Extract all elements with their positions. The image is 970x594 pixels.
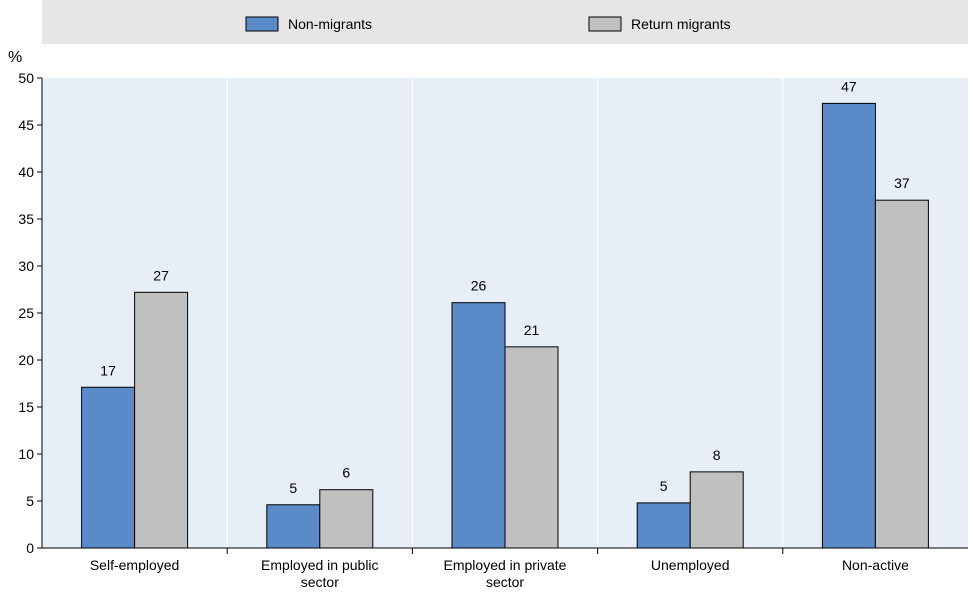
y-tick-label: 15	[18, 399, 34, 415]
legend-swatch	[245, 16, 279, 32]
data-label: 27	[153, 267, 169, 283]
data-label: 26	[471, 278, 487, 294]
x-tick-label: Unemployed	[651, 557, 730, 573]
data-label: 8	[713, 447, 721, 463]
bar	[636, 502, 691, 549]
bar	[319, 489, 374, 549]
bar	[504, 346, 559, 549]
bar	[821, 102, 876, 549]
x-tick-label: Employed in public	[261, 557, 379, 573]
x-tick-label: Non-active	[842, 557, 909, 573]
y-tick-label: 45	[18, 117, 34, 133]
legend-label: Non-migrants	[288, 16, 372, 32]
bars: 17 27 5 6 26 21 5 8 47 37	[81, 78, 929, 549]
y-axis-unit: %	[8, 49, 22, 66]
y-tick-label: 25	[18, 305, 34, 321]
data-label: 37	[894, 175, 910, 191]
bar	[134, 291, 189, 549]
data-label: 21	[524, 322, 540, 338]
y-axis: 0 5 10 15 20 25 30 35 40 45 50	[18, 70, 43, 556]
legend-band	[42, 0, 968, 44]
bar	[81, 386, 136, 549]
data-label: 47	[841, 78, 857, 94]
bar	[266, 504, 321, 549]
y-tick-label: 40	[18, 164, 34, 180]
y-tick-label: 10	[18, 446, 34, 462]
data-label: 6	[342, 465, 350, 481]
grid	[226, 78, 784, 548]
y-tick-label: 30	[18, 258, 34, 274]
legend: Non-migrants Return migrants	[245, 16, 731, 32]
legend-swatch	[588, 16, 622, 32]
data-label: 5	[660, 478, 668, 494]
data-label: 5	[289, 480, 297, 496]
y-tick-label: 20	[18, 352, 34, 368]
legend-label: Return migrants	[631, 16, 731, 32]
y-tick-label: 35	[18, 211, 34, 227]
x-axis: Self-employed Employed in publicsectorEmp…	[42, 547, 968, 590]
x-tick-label: sector	[301, 574, 339, 590]
x-tick-label: sector	[486, 574, 524, 590]
y-tick-label: 5	[26, 493, 34, 509]
bar	[689, 471, 744, 549]
x-tick-label: Employed in private	[444, 557, 567, 573]
bar	[451, 302, 506, 549]
x-tick-label: Self-employed	[90, 557, 180, 573]
y-tick-label: 0	[26, 540, 34, 556]
y-tick-label: 50	[18, 70, 34, 86]
bar	[874, 199, 929, 549]
data-label: 17	[100, 362, 116, 378]
